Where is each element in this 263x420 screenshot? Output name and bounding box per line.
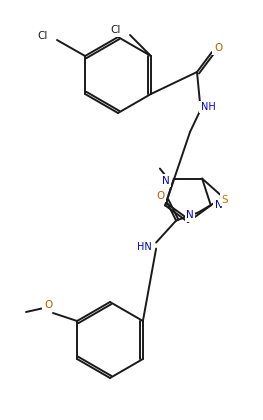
Text: Cl: Cl [111,25,121,35]
Text: S: S [222,194,229,205]
Text: HN: HN [137,241,151,252]
Text: O: O [214,43,222,53]
Text: O: O [44,300,52,310]
Text: N: N [186,210,194,220]
Text: N: N [162,176,170,186]
Text: Cl: Cl [38,31,48,41]
Text: N: N [215,200,223,210]
Text: O: O [156,191,164,201]
Text: NH: NH [201,102,215,112]
